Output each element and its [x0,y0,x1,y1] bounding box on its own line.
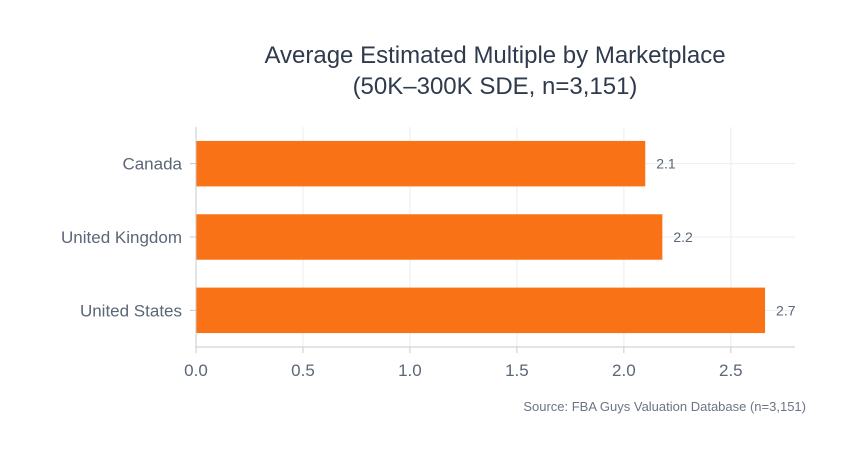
bar [196,287,766,334]
x-tick-label: 1.0 [398,361,422,380]
data-label: 2.7 [776,302,796,318]
x-tick-label: 1.5 [505,361,529,380]
x-tick-label: 2.5 [719,361,743,380]
bar [196,140,646,187]
chart-title: Average Estimated Multiple by Marketplac… [264,42,725,69]
data-label: 2.1 [656,156,676,172]
category-label: United Kingdom [61,228,182,247]
category-label: United States [80,301,182,320]
x-tick-label: 0.0 [184,361,208,380]
source-note: Source: FBA Guys Valuation Database (n=3… [523,399,806,414]
category-label: Canada [122,155,182,174]
axes: Canada United Kingdom United States 0.0 0.5 1… [61,127,795,380]
bar [196,214,663,260]
chart-subtitle: (50K–300K SDE, n=3,151) [353,73,638,100]
x-tick-label: 0.5 [291,361,315,380]
bars: 2.1 2.2 2.7 [196,140,796,334]
x-tick-label: 2.0 [612,361,636,380]
data-label: 2.2 [673,229,693,245]
